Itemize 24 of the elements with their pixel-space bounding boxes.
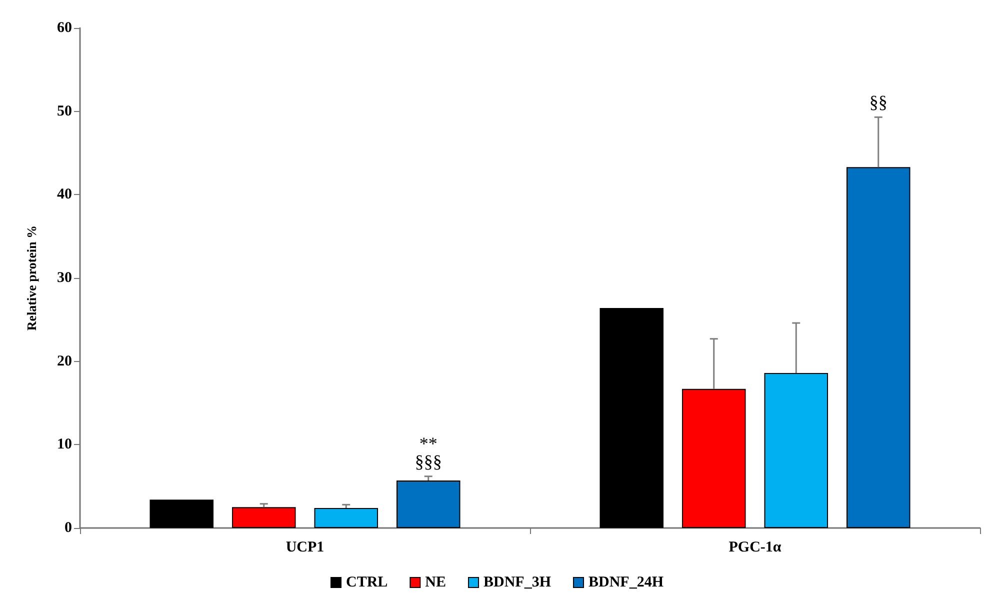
x-tick-label: UCP1 xyxy=(286,540,324,556)
legend-label: NE xyxy=(425,574,446,590)
bar xyxy=(150,500,214,528)
legend-label: BDNF_3H xyxy=(484,574,552,590)
bar xyxy=(682,388,746,528)
bar xyxy=(764,373,828,528)
y-tick-label: 20 xyxy=(57,353,72,370)
data-label: ** §§§ xyxy=(414,433,442,472)
y-tick-label: 0 xyxy=(64,520,72,536)
bar xyxy=(600,308,664,528)
data-label: §§ xyxy=(869,92,888,112)
y-tick-label: 40 xyxy=(57,186,72,203)
y-tick-label: 50 xyxy=(57,103,72,120)
y-tick-label: 10 xyxy=(57,436,72,453)
legend-label: BDNF_24H xyxy=(588,574,664,590)
y-axis-title: Relative protein % xyxy=(24,225,39,331)
legend-label: CTRL xyxy=(346,574,388,590)
y-tick-label: 60 xyxy=(57,20,72,36)
bar xyxy=(846,167,910,528)
x-tick-label: PGC-1α xyxy=(728,540,782,556)
bar xyxy=(314,508,378,528)
bar xyxy=(396,480,460,528)
bar xyxy=(232,507,296,528)
y-tick-label: 30 xyxy=(57,270,72,286)
